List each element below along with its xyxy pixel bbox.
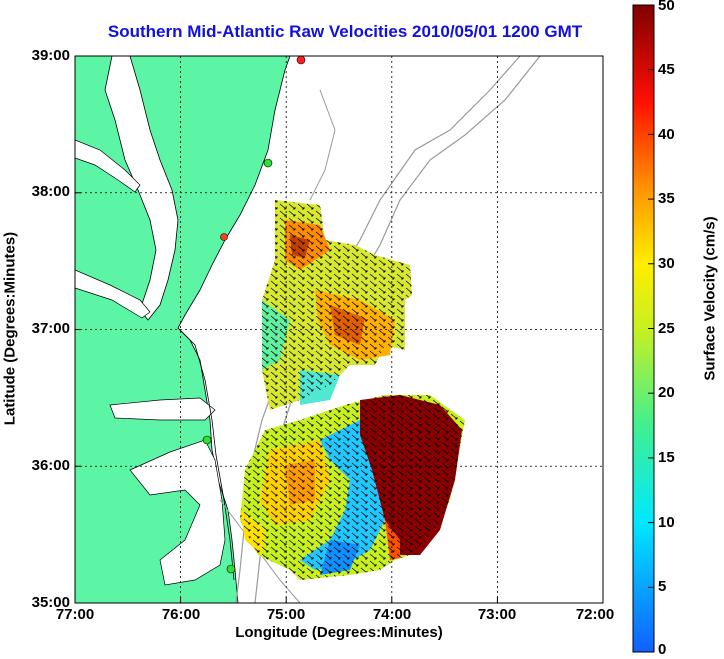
colorbar-ticks (648, 69, 654, 588)
x-tick-label: 76:00 (161, 606, 201, 623)
colorbar-tick-label: 30 (658, 255, 675, 272)
station-marker (202, 435, 212, 445)
y-tick-label: 38:00 (31, 183, 70, 200)
y-tick-label: 35:00 (31, 594, 70, 611)
y-tick-label: 37:00 (31, 320, 70, 337)
albemarle-sound (109, 397, 216, 421)
james-river (75, 269, 151, 319)
colorbar-tick-label: 0 (658, 641, 667, 658)
x-axis-label: Longitude (Degrees:Minutes) (235, 624, 443, 641)
colorbar-tick-label: 50 (658, 0, 675, 14)
x-tick-label: 73:00 (477, 606, 517, 623)
x-tick-label: 77:00 (55, 606, 95, 623)
x-tick-label: 74:00 (372, 606, 412, 623)
chesapeake-bay (104, 56, 179, 321)
station-marker (226, 564, 236, 574)
colorbar-tick-label: 5 (658, 578, 667, 595)
grid-lines (75, 56, 603, 603)
velocity-field (240, 200, 465, 580)
colorbar-tick-label: 15 (658, 449, 675, 466)
colorbar-tick-label: 25 (658, 320, 675, 337)
colorbar-tick-label: 45 (658, 61, 675, 78)
y-tick-label: 36:00 (31, 457, 70, 474)
map-title: Southern Mid-Atlantic Raw Velocities 201… (107, 22, 583, 41)
x-tick-label: 72:00 (575, 606, 615, 623)
station-marker (263, 158, 273, 168)
y-axis-label: Latitude (Degrees:Minutes) (1, 231, 19, 426)
x-tick-label: 75:00 (266, 606, 306, 623)
colorbar-label: Surface Velocity (cm/s) (701, 216, 719, 381)
potomac-river (75, 139, 141, 193)
colorbar-tick-label: 40 (658, 126, 675, 143)
station-marker (296, 55, 306, 65)
station-marker (220, 233, 228, 241)
y-tick-label: 39:00 (31, 47, 70, 64)
colorbar-tick-label: 20 (658, 384, 675, 401)
colorbar-tick-label: 35 (658, 190, 675, 207)
pamlico-sound (129, 439, 226, 586)
colorbar-tick-label: 10 (658, 514, 675, 531)
